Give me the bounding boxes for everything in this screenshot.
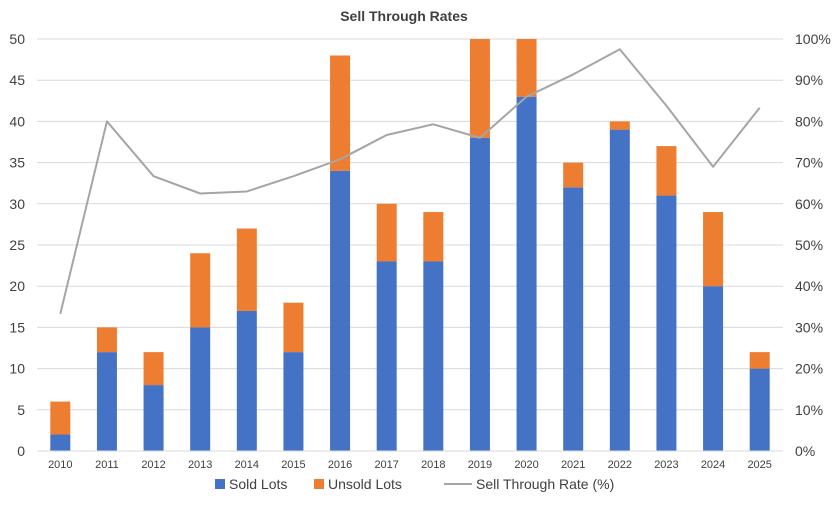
bar-sold bbox=[236, 310, 257, 451]
bar-unsold bbox=[749, 352, 770, 369]
bar-sold bbox=[656, 195, 677, 451]
rate-line bbox=[59, 48, 761, 315]
x-tick-label: 2017 bbox=[374, 459, 398, 471]
bar-unsold bbox=[330, 55, 351, 171]
x-tick-label: 2020 bbox=[514, 459, 538, 471]
y2-tick-label: 20% bbox=[795, 361, 823, 377]
bar-sold bbox=[469, 137, 490, 451]
bar-unsold bbox=[469, 39, 490, 138]
y-axis-left: 0 5 10 15 20 25 30 35 40 45 50 bbox=[9, 31, 25, 459]
y2-tick-label: 60% bbox=[795, 196, 823, 212]
legend-label-unsold: Unsold Lots bbox=[328, 476, 402, 492]
rate-line-path bbox=[59, 48, 761, 315]
x-tick-label: 2023 bbox=[654, 459, 678, 471]
x-tick-label: 2014 bbox=[235, 459, 259, 471]
y-tick-label: 5 bbox=[17, 402, 25, 418]
y2-tick-label: 70% bbox=[795, 155, 823, 171]
x-tick-label: 2013 bbox=[188, 459, 212, 471]
y-tick-label: 45 bbox=[9, 72, 25, 88]
bars bbox=[50, 39, 770, 452]
y2-tick-label: 10% bbox=[795, 402, 823, 418]
y-axis-right: 0% 10% 20% 30% 40% 50% 60% 70% 80% 90% 100% bbox=[795, 31, 831, 459]
x-tick-label: 2011 bbox=[95, 459, 119, 471]
y2-tick-label: 30% bbox=[795, 319, 823, 335]
bar-unsold bbox=[50, 401, 71, 435]
y2-tick-label: 90% bbox=[795, 72, 823, 88]
x-tick-label: 2021 bbox=[561, 459, 585, 471]
legend-swatch-unsold bbox=[314, 479, 324, 489]
bar-unsold bbox=[143, 352, 164, 386]
y-tick-label: 25 bbox=[9, 237, 25, 253]
x-tick-label: 2019 bbox=[468, 459, 492, 471]
y2-tick-label: 0% bbox=[795, 443, 815, 459]
y2-tick-label: 40% bbox=[795, 278, 823, 294]
x-tick-label: 2010 bbox=[48, 459, 72, 471]
x-tick-label: 2025 bbox=[747, 459, 771, 471]
bar-sold bbox=[50, 434, 71, 451]
bar-unsold bbox=[96, 327, 117, 353]
x-tick-label: 2016 bbox=[328, 459, 352, 471]
bar-sold bbox=[563, 187, 584, 451]
bar-sold bbox=[516, 96, 537, 452]
bar-sold bbox=[703, 286, 724, 451]
bar-unsold bbox=[516, 39, 537, 97]
x-tick-label: 2012 bbox=[141, 459, 165, 471]
y-tick-label: 10 bbox=[9, 361, 25, 377]
bar-unsold bbox=[423, 212, 444, 262]
legend-label-rate: Sell Through Rate (%) bbox=[476, 476, 614, 492]
y2-tick-label: 100% bbox=[795, 31, 831, 47]
bar-sold bbox=[423, 261, 444, 451]
bar-sold bbox=[96, 352, 117, 451]
bar-sold bbox=[283, 352, 304, 451]
bar-sold bbox=[609, 129, 630, 451]
bar-unsold bbox=[283, 302, 304, 353]
x-tick-label: 2015 bbox=[281, 459, 305, 471]
bar-sold bbox=[143, 385, 164, 451]
bar-sold bbox=[376, 261, 397, 451]
bar-unsold bbox=[656, 146, 677, 196]
y2-tick-label: 50% bbox=[795, 237, 823, 253]
y-tick-label: 20 bbox=[9, 278, 25, 294]
y-tick-label: 0 bbox=[17, 443, 25, 459]
legend: Sold Lots Unsold Lots Sell Through Rate … bbox=[215, 476, 614, 492]
bar-unsold bbox=[190, 253, 211, 328]
x-tick-label: 2018 bbox=[421, 459, 445, 471]
legend-label-sold: Sold Lots bbox=[229, 476, 287, 492]
y-tick-label: 15 bbox=[9, 319, 25, 335]
y-tick-label: 30 bbox=[9, 196, 25, 212]
y2-tick-label: 80% bbox=[795, 113, 823, 129]
y-tick-label: 35 bbox=[9, 155, 25, 171]
bar-unsold bbox=[609, 121, 630, 130]
bar-unsold bbox=[563, 162, 584, 188]
bar-unsold bbox=[703, 212, 724, 287]
x-tick-label: 2024 bbox=[701, 459, 725, 471]
x-axis: 2010 2011 2012 2013 2014 2015 2016 2017 2018 2019… bbox=[37, 450, 783, 471]
legend-swatch-sold bbox=[215, 479, 225, 489]
bar-sold bbox=[190, 327, 211, 451]
x-tick-label: 2022 bbox=[608, 459, 632, 471]
bar-sold bbox=[749, 368, 770, 451]
bar-sold bbox=[330, 170, 351, 451]
bar-unsold bbox=[236, 228, 257, 311]
chart-title: Sell Through Rates bbox=[340, 8, 468, 24]
y-tick-label: 40 bbox=[9, 113, 25, 129]
y-tick-label: 50 bbox=[9, 31, 25, 47]
bar-unsold bbox=[376, 203, 397, 262]
